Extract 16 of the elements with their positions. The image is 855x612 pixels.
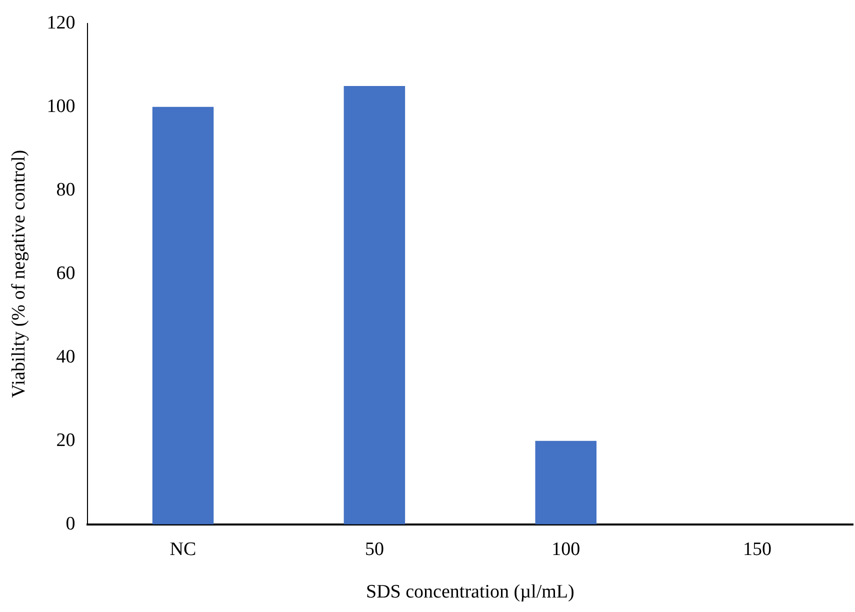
y-tick-label: 100 — [46, 96, 76, 117]
y-tick-label: 60 — [56, 262, 76, 284]
y-tick-label: 20 — [56, 430, 76, 451]
y-tick-label: 0 — [66, 513, 76, 534]
x-axis-title: SDS concentration (µl/mL) — [366, 582, 574, 603]
bar — [535, 440, 596, 524]
y-axis-title: Viability (% of negative control) — [8, 150, 30, 398]
x-tick-label: NC — [170, 538, 196, 560]
x-tick-label: 50 — [364, 538, 384, 560]
y-tick-label: 40 — [56, 346, 76, 368]
x-tick-label: 100 — [552, 538, 580, 560]
y-tick-label: 80 — [56, 179, 76, 200]
bar — [344, 86, 406, 524]
bar — [152, 106, 214, 524]
y-tick-label: 120 — [46, 12, 76, 34]
x-tick-label: 150 — [743, 538, 772, 560]
